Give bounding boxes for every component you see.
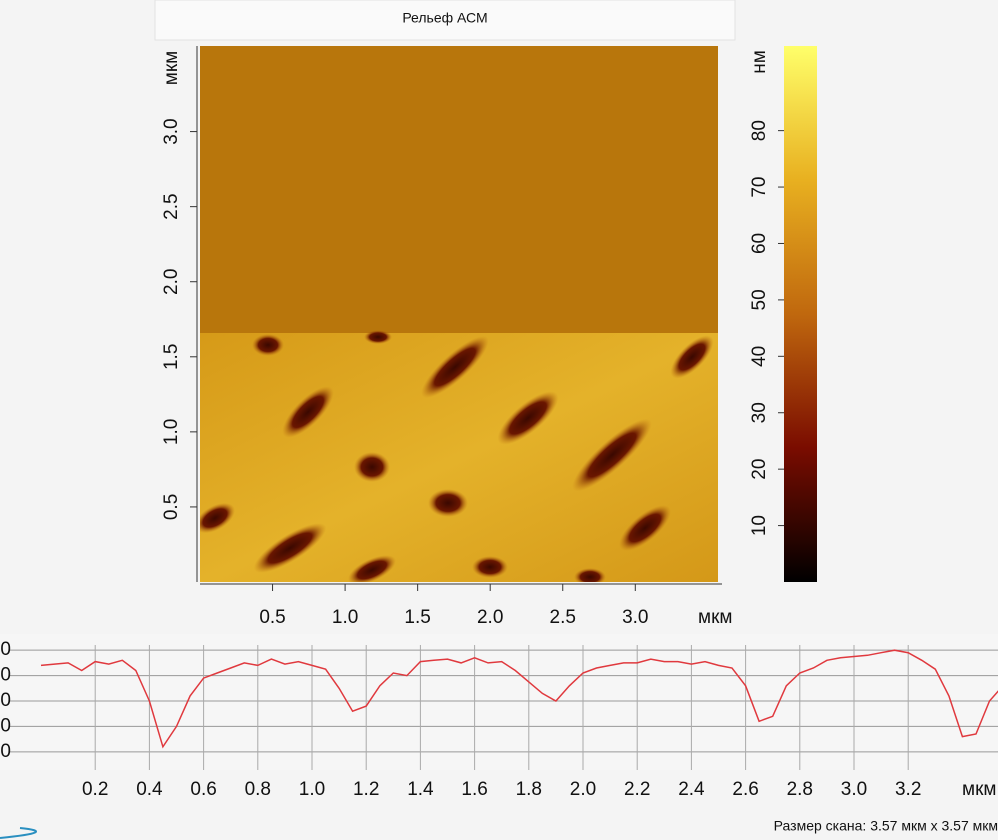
x-tick-label: 0.5 <box>259 607 285 628</box>
window-title: Рельеф АСМ <box>402 10 487 26</box>
colorbar <box>784 46 817 582</box>
colorbar-tick-label: 80 <box>749 120 770 141</box>
x-tick-label: 2.5 <box>550 607 576 628</box>
x-tick-label: 0.8 <box>245 779 271 800</box>
y-tick-label: 0.5 <box>161 494 182 520</box>
y-axis-label: мкм <box>161 51 182 85</box>
colorbar-tick-label: 40 <box>749 346 770 367</box>
x-tick-label: 3.0 <box>622 607 648 628</box>
x-tick-label: 0.6 <box>190 779 216 800</box>
profile-panel <box>0 634 998 770</box>
x-tick-label: 1.6 <box>461 779 487 800</box>
x-tick-label: 2.8 <box>787 779 813 800</box>
y-tick-label: 2.0 <box>161 269 182 295</box>
colorbar-tick-label: 10 <box>749 515 770 536</box>
x-tick-label: 1.0 <box>299 779 325 800</box>
x-tick-label: 1.4 <box>407 779 434 800</box>
scan-size: Размер скана: 3.57 мкм x 3.57 мкм <box>774 818 998 834</box>
x-axis-label: мкм <box>962 779 996 800</box>
x-tick-label: 0.2 <box>82 779 108 800</box>
title-bar <box>154 0 736 41</box>
x-tick-label: 3.2 <box>895 779 921 800</box>
x-tick-label: 1.5 <box>404 607 430 628</box>
x-tick-label: 2.0 <box>570 779 596 800</box>
x-axis-label: мкм <box>698 607 732 628</box>
x-tick-label: 3.0 <box>841 779 867 800</box>
colorbar-tick-label: 60 <box>749 233 770 254</box>
x-tick-label: 2.2 <box>624 779 650 800</box>
colorbar-tick-label: 50 <box>749 289 770 310</box>
y-tick-label: 80 <box>0 639 11 660</box>
y-tick-label: 3.0 <box>161 118 182 144</box>
x-tick-label: 2.4 <box>678 779 705 800</box>
x-tick-label: 1.0 <box>332 607 358 628</box>
corner-decoration <box>0 827 37 839</box>
y-tick-label: 1.5 <box>161 344 182 370</box>
colorbar-tick-label: 30 <box>749 402 770 423</box>
y-tick-label: 20 <box>0 715 11 736</box>
y-tick-label: 0 <box>0 741 11 762</box>
y-tick-label: 40 <box>0 690 11 711</box>
y-tick-label: 1.0 <box>161 419 182 445</box>
colorbar-tick-label: 20 <box>749 459 770 480</box>
x-tick-label: 1.8 <box>516 779 542 800</box>
x-tick-label: 0.4 <box>136 779 163 800</box>
y-tick-label: 60 <box>0 665 11 686</box>
x-tick-label: 1.2 <box>353 779 379 800</box>
profile-line <box>40 649 998 749</box>
y-tick-label: 2.5 <box>161 193 182 219</box>
x-tick-label: 2.0 <box>477 607 503 628</box>
afm-image <box>200 46 718 582</box>
colorbar-tick-label: 70 <box>749 176 770 197</box>
x-tick-label: 2.6 <box>732 779 758 800</box>
colorbar-label: нм <box>749 50 770 74</box>
